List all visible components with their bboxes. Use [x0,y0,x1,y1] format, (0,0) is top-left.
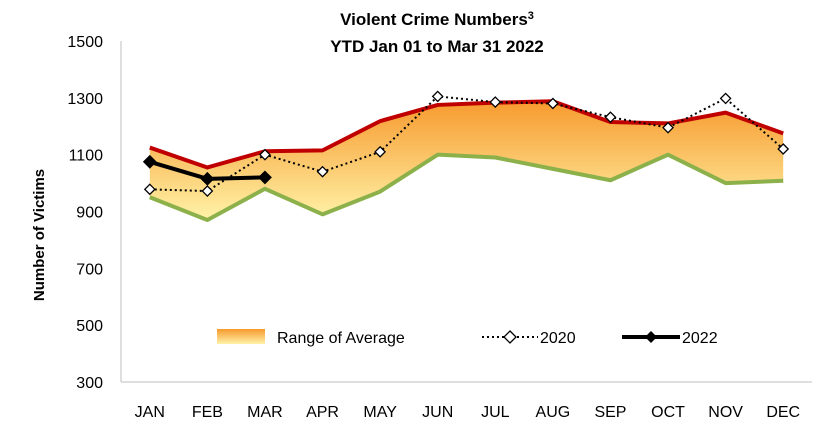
legend-label-2022: 2022 [682,330,718,347]
chart-title-line1: Violent Crime Numbers3 [340,10,534,29]
legend-marker-2022 [645,331,657,343]
data-point-2020-nov [719,92,732,105]
x-tick-mar: MAR [247,404,283,421]
data-point-2020-sep [604,111,617,124]
y-tick-300: 300 [76,375,103,392]
chart-title-superscript: 3 [528,10,534,22]
y-axis-title: Number of Victims [31,169,48,301]
x-tick-sep: SEP [594,404,626,421]
range-band [149,101,784,221]
x-tick-aug: AUG [536,404,571,421]
chart-title-main: Violent Crime Numbers [340,10,528,29]
y-tick-1100: 1100 [69,148,104,165]
x-tick-apr: APR [306,404,339,421]
data-point-2020-oct [662,121,674,134]
legend: Range of Average 2020 2022 [217,329,718,347]
data-point-2020-jul [489,96,502,109]
x-tick-feb: FEB [192,404,223,421]
data-point-2020-feb [201,185,214,197]
y-tick-labels: 300 500 700 900 1100 1300 1500 [67,34,103,392]
range-upper-line [149,99,784,170]
y-tick-1300: 1300 [67,91,103,108]
x-tick-jun: JUN [422,404,453,421]
x-tick-jan: JAN [135,404,165,421]
data-point-2020-jun [431,90,444,103]
data-point-2020-aug [546,97,559,110]
legend-label-2020: 2020 [540,330,576,347]
range-lower-line [149,152,784,223]
x-tick-nov: NOV [708,404,743,421]
data-point-2022-mar [258,170,272,185]
data-point-2020-jan [143,183,156,196]
series-line-2020 [149,95,784,193]
legend-swatch-range [217,329,265,344]
x-tick-dec: DEC [766,404,800,421]
x-tick-oct: OCT [651,404,685,421]
legend-marker-2020 [503,330,517,344]
y-tick-500: 500 [76,318,103,335]
data-point-2022-jan [142,154,157,169]
data-point-2020-apr [316,165,329,178]
legend-label-range: Range of Average [277,330,405,347]
x-tick-jul: JUL [481,404,510,421]
data-point-2020-may [374,145,387,158]
x-tick-labels: JAN FEB MAR APR MAY JUN JUL AUG SEP OCT NOV DEC [135,404,800,421]
y-tick-700: 700 [76,261,103,278]
y-tick-900: 900 [76,205,103,222]
x-tick-may: MAY [363,404,397,421]
data-point-2020-dec [777,143,790,155]
data-point-2020-mar [259,148,271,161]
chart-title-line2: YTD Jan 01 to Mar 31 2022 [330,37,544,56]
plot-area [142,90,790,223]
data-point-2022-feb [200,171,215,186]
y-tick-1500: 1500 [67,34,103,51]
axes [120,41,812,383]
